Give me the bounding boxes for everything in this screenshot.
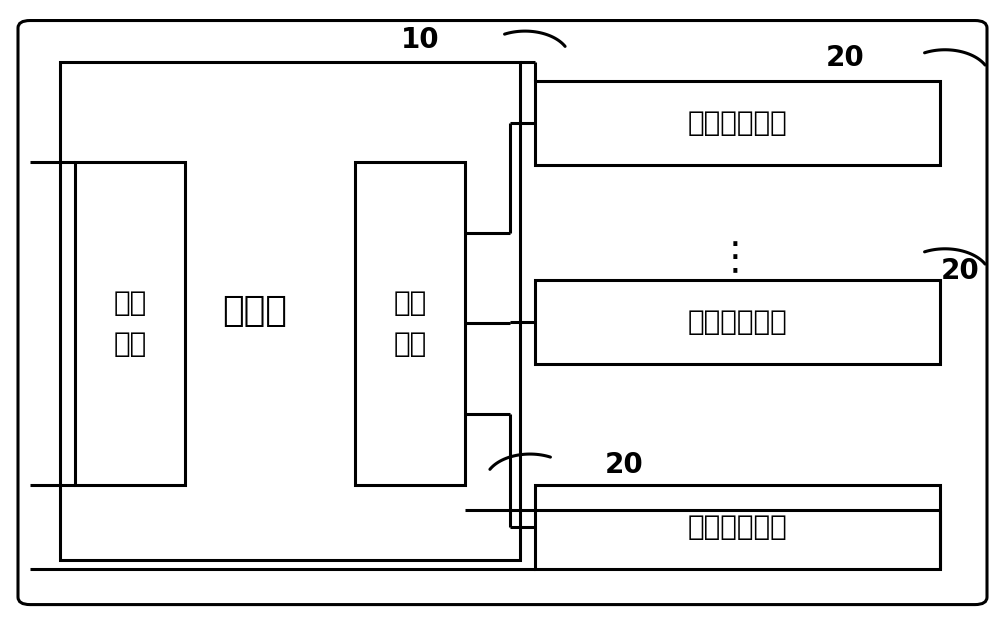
Bar — [355, 162, 465, 485]
Text: 信号输出模块: 信号输出模块 — [688, 308, 787, 336]
Bar — [535, 280, 940, 364]
Text: 信号输出模块: 信号输出模块 — [688, 513, 787, 541]
Text: 信号输出模块: 信号输出模块 — [688, 109, 787, 137]
Bar — [535, 485, 940, 569]
Text: 20: 20 — [941, 256, 979, 285]
Bar — [535, 81, 940, 165]
Text: ⋮: ⋮ — [716, 239, 754, 277]
Text: 10: 10 — [401, 26, 439, 55]
Text: 20: 20 — [605, 451, 643, 480]
FancyBboxPatch shape — [18, 21, 987, 605]
Text: 20: 20 — [826, 44, 864, 73]
Text: 输入
端口: 输入 端口 — [113, 289, 147, 358]
Text: 输出
端口: 输出 端口 — [393, 289, 427, 358]
Bar — [60, 62, 520, 560]
Text: 锁相环: 锁相环 — [223, 294, 287, 328]
Bar — [75, 162, 185, 485]
